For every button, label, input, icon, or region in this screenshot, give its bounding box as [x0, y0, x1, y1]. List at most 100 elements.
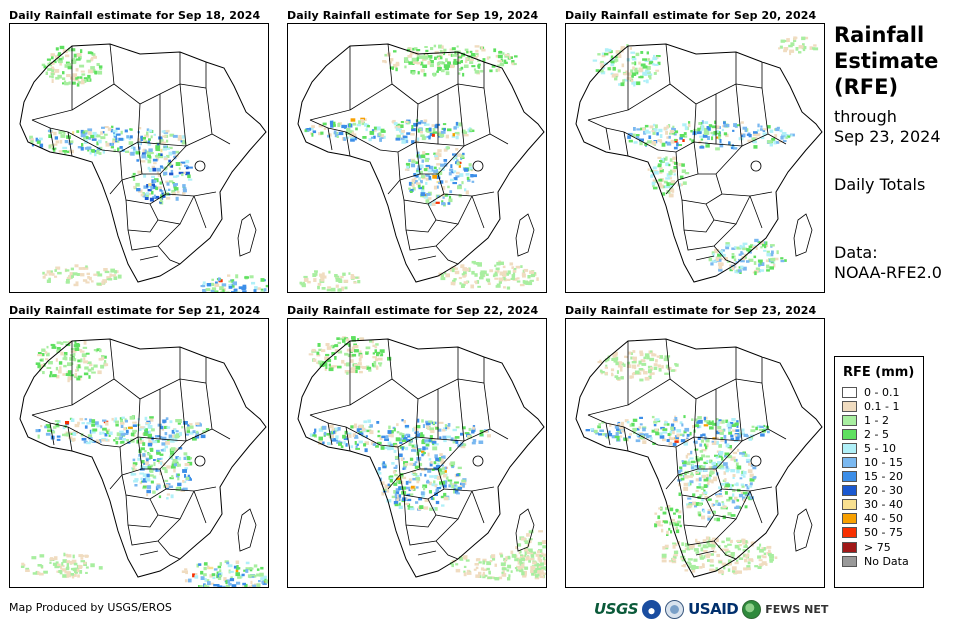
rain-cell: [77, 364, 81, 369]
rain-cell: [115, 420, 119, 424]
rain-cell: [63, 80, 67, 84]
rain-cell: [408, 493, 414, 496]
rain-cell: [60, 342, 64, 345]
rain-cell: [694, 566, 699, 569]
rain-cell: [401, 486, 407, 490]
rain-cell: [658, 128, 663, 133]
rain-cell: [510, 277, 515, 280]
rain-cell: [354, 423, 358, 427]
rain-cell: [75, 76, 78, 80]
rain-cell: [251, 584, 257, 587]
country-border: [713, 195, 751, 225]
rain-cell: [169, 172, 174, 176]
rain-cell: [420, 170, 423, 175]
rain-cell: [707, 509, 712, 512]
rain-cell: [683, 132, 687, 135]
rain-cell: [410, 437, 414, 440]
rain-cell: [327, 286, 332, 289]
rain-cell: [94, 150, 98, 153]
rain-cell: [311, 125, 315, 128]
rain-cell: [94, 55, 97, 59]
rain-cell: [420, 192, 426, 197]
rain-cell: [422, 185, 425, 190]
rain-cell: [670, 426, 674, 431]
country-border: [471, 195, 485, 229]
rain-cell: [311, 348, 316, 352]
rain-cell: [530, 569, 534, 574]
rain-cell: [152, 490, 156, 494]
rain-cell: [160, 153, 163, 156]
rain-cell: [380, 130, 386, 133]
rain-cell: [63, 354, 67, 358]
rain-cell: [491, 576, 495, 579]
rain-cell: [383, 446, 389, 450]
panel-title: Daily Rainfall estimate for Sep 18, 2024: [9, 9, 261, 22]
rain-cell: [90, 134, 95, 138]
rain-cell: [84, 131, 88, 135]
rain-cell: [519, 556, 523, 559]
rain-cell: [683, 135, 688, 138]
rain-cell: [697, 436, 701, 440]
rain-cell: [446, 435, 451, 439]
rain-cell: [608, 430, 611, 434]
rain-cell: [58, 130, 63, 135]
rain-cell: [717, 253, 722, 257]
rain-cell: [333, 124, 336, 127]
rain-cell: [415, 428, 419, 432]
rain-cell: [693, 128, 697, 132]
rain-cell: [347, 353, 351, 358]
rain-cell: [690, 564, 696, 568]
rain-cell: [309, 127, 314, 131]
rain-cell: [86, 146, 92, 150]
rain-cell: [159, 181, 162, 185]
rain-cell: [456, 133, 460, 136]
rain-cell: [132, 424, 138, 427]
rain-cell: [757, 240, 761, 244]
rain-cell: [400, 457, 404, 461]
rain-cell: [431, 440, 437, 444]
rain-cell: [387, 483, 390, 487]
country-border: [193, 195, 207, 229]
rain-cell: [55, 266, 61, 270]
rain-cell: [130, 438, 135, 443]
rain-cell: [644, 129, 649, 134]
rain-cell: [336, 337, 340, 340]
rain-cell: [706, 474, 709, 478]
rain-cell: [435, 465, 441, 469]
rain-cell: [694, 424, 700, 428]
rain-cell: [368, 138, 372, 142]
rain-cell: [702, 433, 706, 437]
rain-cell: [228, 284, 232, 287]
rain-cell: [66, 150, 70, 153]
rain-cell: [498, 51, 503, 54]
rain-cell: [479, 429, 484, 433]
rain-cell: [730, 437, 735, 441]
rain-cell: [464, 168, 469, 172]
rain-cell: [686, 461, 691, 466]
rain-cell: [395, 123, 400, 127]
rain-cell: [670, 369, 675, 372]
rain-cell: [631, 72, 637, 76]
rain-cell: [503, 59, 507, 63]
rain-cell: [66, 554, 72, 558]
rain-cell: [698, 122, 702, 125]
rain-cell: [115, 137, 118, 140]
rain-cell: [112, 129, 118, 133]
rain-cell: [719, 143, 724, 148]
rain-cell: [59, 366, 62, 370]
rain-cell: [405, 162, 411, 166]
rain-cell: [813, 44, 817, 47]
rain-cell: [54, 564, 60, 569]
rain-cell: [687, 503, 692, 507]
rain-cell: [780, 136, 784, 140]
rain-cell: [732, 451, 738, 455]
rain-cell: [369, 130, 375, 135]
rain-cell: [56, 435, 61, 438]
country-border: [435, 195, 473, 225]
rain-cell: [498, 280, 502, 284]
rain-cell: [757, 555, 762, 559]
rain-cell: [404, 137, 408, 142]
rain-cell: [604, 371, 608, 375]
rain-cell: [74, 423, 80, 428]
rain-cell: [152, 440, 158, 444]
